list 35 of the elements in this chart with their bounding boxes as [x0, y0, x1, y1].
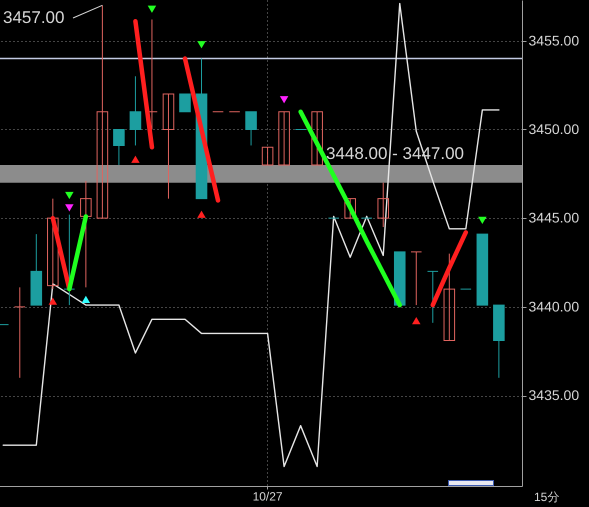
- y-tick-label: 3455.00: [528, 32, 580, 48]
- candlestick: [427, 270, 439, 324]
- candlestick: [14, 286, 26, 378]
- point: [65, 204, 74, 212]
- y-tick-label: 3435.00: [528, 387, 580, 404]
- candlestick: [162, 94, 174, 200]
- point: [197, 210, 206, 218]
- point: [197, 41, 206, 48]
- candlestick: [179, 94, 191, 112]
- annotation: 3457.00: [3, 8, 64, 27]
- candlestick: [444, 253, 456, 342]
- y-tick-label: 3440.00: [528, 298, 580, 314]
- point: [280, 96, 288, 104]
- candlestick: [130, 76, 142, 146]
- line-series: [298, 109, 402, 308]
- y-tick-label: 3450.00: [528, 120, 580, 137]
- candlestick: [96, 4, 108, 219]
- candlestick: [80, 180, 92, 288]
- candlestick: [278, 111, 290, 166]
- point: [131, 156, 140, 163]
- text: 15分: [534, 490, 560, 504]
- x-tick-label: 10/27: [252, 490, 283, 504]
- y-tick-label: 3445.00: [528, 210, 580, 226]
- point: [65, 192, 74, 200]
- point: [48, 298, 58, 305]
- line-series: [2, 2, 500, 468]
- point: [148, 6, 156, 13]
- candlestick: [410, 251, 422, 306]
- candlestick: [113, 128, 125, 166]
- candlestick: [377, 182, 390, 228]
- candlestick: [245, 111, 257, 146]
- point: [478, 216, 487, 224]
- point: [412, 317, 421, 324]
- candlestick: [262, 146, 274, 166]
- point: [82, 296, 90, 304]
